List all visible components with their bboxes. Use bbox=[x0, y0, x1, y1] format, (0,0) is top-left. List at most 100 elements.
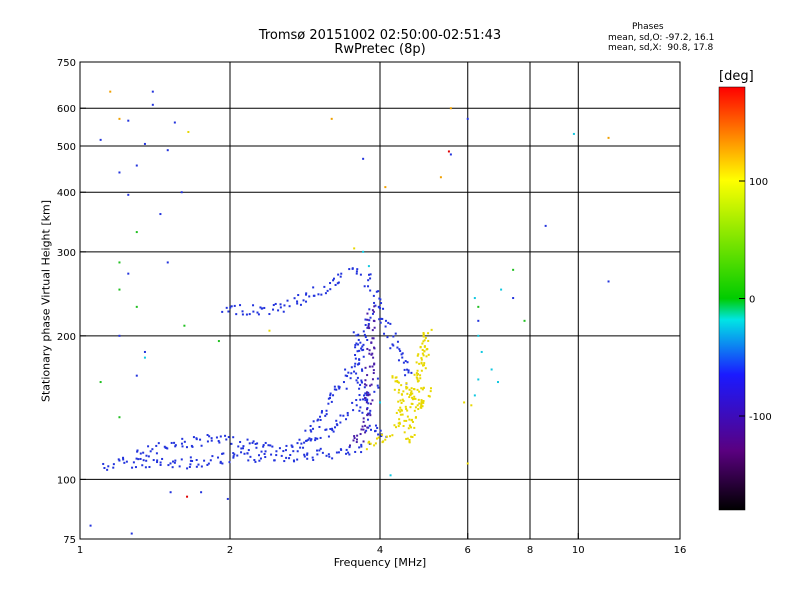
data-point bbox=[144, 466, 147, 469]
data-point bbox=[254, 442, 257, 445]
data-point bbox=[405, 437, 408, 440]
data-point bbox=[200, 465, 203, 468]
data-point bbox=[300, 442, 303, 445]
data-point bbox=[174, 459, 177, 462]
data-point bbox=[413, 426, 416, 429]
y-axis-ticks: 75 100 200 300 400 500 600 750 bbox=[57, 58, 86, 546]
data-point bbox=[350, 366, 353, 369]
data-point bbox=[421, 342, 424, 345]
data-point bbox=[380, 434, 383, 437]
data-point bbox=[203, 459, 206, 462]
data-point bbox=[391, 434, 394, 437]
data-point bbox=[187, 130, 190, 133]
data-point bbox=[413, 433, 416, 436]
data-point bbox=[353, 370, 356, 373]
data-point bbox=[400, 409, 403, 412]
data-point bbox=[359, 273, 362, 276]
data-point bbox=[305, 439, 308, 442]
data-point bbox=[361, 411, 364, 414]
x-tick-label: 10 bbox=[572, 545, 585, 556]
data-point bbox=[123, 461, 126, 464]
data-point bbox=[373, 326, 376, 329]
data-point bbox=[373, 363, 376, 366]
data-point bbox=[149, 450, 152, 453]
data-point bbox=[321, 451, 324, 454]
data-point bbox=[367, 322, 370, 325]
data-point bbox=[416, 378, 419, 381]
data-point bbox=[171, 466, 174, 469]
data-point bbox=[221, 452, 224, 455]
data-point bbox=[325, 428, 328, 431]
data-point bbox=[282, 450, 285, 453]
data-point bbox=[422, 331, 425, 334]
data-point bbox=[352, 331, 355, 334]
y-tick-label: 100 bbox=[57, 475, 76, 486]
data-point bbox=[147, 445, 150, 448]
data-point bbox=[99, 381, 102, 384]
data-point bbox=[512, 268, 515, 271]
data-point bbox=[306, 453, 309, 456]
data-point bbox=[339, 414, 342, 417]
data-point bbox=[186, 495, 189, 498]
data-point bbox=[135, 164, 138, 167]
data-point bbox=[137, 458, 140, 461]
data-point bbox=[169, 491, 172, 494]
data-point bbox=[410, 402, 413, 405]
data-point bbox=[397, 381, 400, 384]
data-point bbox=[142, 459, 145, 462]
data-point bbox=[360, 451, 363, 454]
data-point bbox=[401, 398, 404, 401]
data-point bbox=[305, 292, 308, 295]
data-point bbox=[364, 379, 367, 382]
data-point bbox=[368, 352, 371, 355]
data-point bbox=[358, 394, 361, 397]
data-point bbox=[346, 375, 349, 378]
data-point bbox=[145, 459, 148, 462]
data-point bbox=[414, 406, 417, 409]
data-point bbox=[323, 285, 326, 288]
data-point bbox=[157, 442, 160, 445]
data-point bbox=[361, 345, 364, 348]
data-point bbox=[380, 302, 383, 305]
data-point bbox=[523, 319, 526, 322]
data-point bbox=[316, 449, 319, 452]
data-point bbox=[367, 324, 370, 327]
data-point bbox=[373, 305, 376, 308]
data-point bbox=[470, 404, 473, 407]
data-point bbox=[147, 455, 150, 458]
data-point bbox=[362, 417, 365, 420]
data-point bbox=[118, 459, 121, 462]
data-point bbox=[359, 383, 362, 386]
data-point bbox=[206, 440, 209, 443]
data-point bbox=[180, 442, 183, 445]
data-point bbox=[232, 452, 235, 455]
data-point bbox=[365, 448, 368, 451]
data-point bbox=[367, 441, 370, 444]
data-point bbox=[408, 396, 411, 399]
data-point bbox=[422, 399, 425, 402]
chart-subtitle: RwPretec (8p) bbox=[334, 42, 426, 57]
data-point bbox=[327, 402, 330, 405]
data-point bbox=[415, 372, 418, 375]
data-point bbox=[405, 407, 408, 410]
data-point bbox=[418, 362, 421, 365]
data-point bbox=[267, 444, 270, 447]
data-point bbox=[373, 320, 376, 323]
data-point bbox=[118, 171, 121, 174]
data-point bbox=[256, 442, 259, 445]
data-point bbox=[342, 414, 345, 417]
data-point bbox=[399, 350, 402, 353]
data-point bbox=[370, 353, 373, 356]
data-point bbox=[195, 459, 198, 462]
data-point bbox=[449, 107, 452, 110]
data-point bbox=[351, 267, 354, 270]
data-point bbox=[346, 411, 349, 414]
data-point bbox=[413, 409, 416, 412]
data-point bbox=[303, 453, 306, 456]
data-point bbox=[392, 335, 395, 338]
data-point bbox=[262, 445, 265, 448]
data-point bbox=[411, 392, 414, 395]
data-point bbox=[407, 371, 410, 374]
data-point bbox=[327, 435, 330, 438]
data-point bbox=[354, 450, 357, 453]
